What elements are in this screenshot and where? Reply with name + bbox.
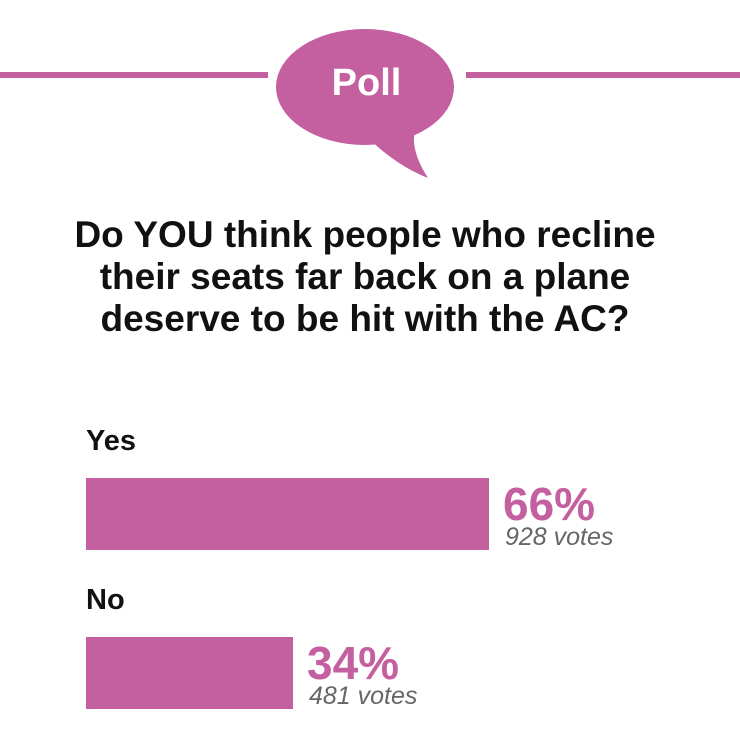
option-bar-no[interactable]	[86, 637, 293, 709]
option-percent: 66%	[503, 478, 596, 530]
speech-bubble-icon	[276, 29, 454, 178]
header-rule-left	[0, 72, 268, 78]
option-label: Yes	[86, 425, 136, 457]
poll-badge-label: Poll	[331, 62, 402, 104]
option-votes: 481 votes	[309, 682, 418, 710]
header-rule-right	[466, 72, 740, 78]
option-votes: 928 votes	[505, 523, 614, 551]
option-label: No	[86, 584, 125, 616]
option-percent: 34%	[307, 637, 400, 689]
option-bar-yes[interactable]	[86, 478, 489, 550]
poll-question: Do YOU think people who recline their se…	[74, 214, 656, 339]
